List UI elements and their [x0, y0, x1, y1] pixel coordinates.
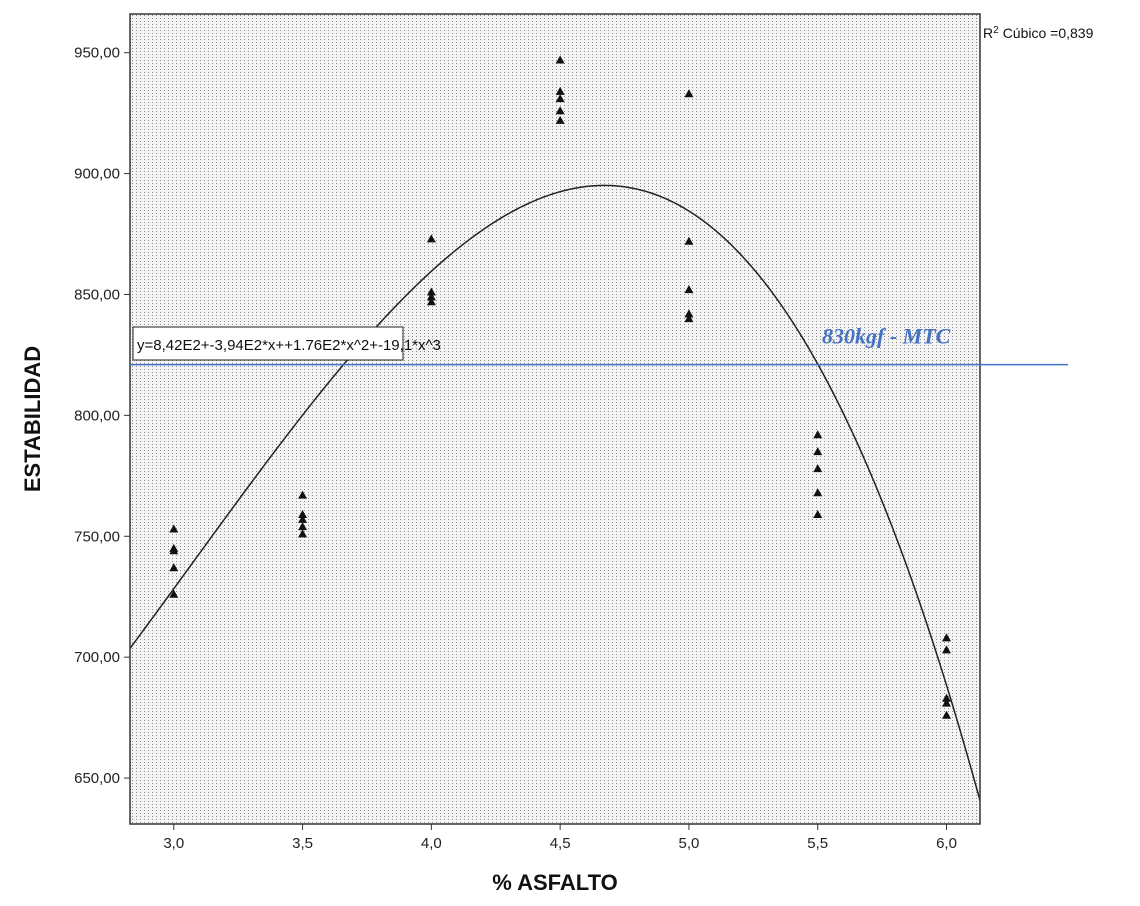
- x-axis-title: % ASFALTO: [492, 870, 618, 895]
- data-point: [813, 447, 823, 456]
- data-point: [684, 285, 694, 294]
- reference-line-label: 830kgf - MTC: [822, 324, 951, 349]
- equation-label: y=8,42E2+-3,94E2*x++1.76E2*x^2+-19,1*x^3: [137, 337, 441, 354]
- data-point: [942, 633, 952, 642]
- data-point: [684, 309, 694, 318]
- x-tick-label: 4,5: [550, 835, 571, 852]
- y-tick-label: 800,00: [74, 407, 120, 424]
- data-point: [555, 86, 565, 95]
- data-point: [169, 546, 179, 555]
- data-point: [813, 510, 823, 519]
- x-tick-label: 6,0: [936, 835, 957, 852]
- data-point: [555, 106, 565, 115]
- x-tick-label: 5,0: [679, 835, 700, 852]
- data-point: [813, 488, 823, 497]
- data-point: [942, 693, 952, 702]
- data-point: [169, 524, 179, 533]
- data-point: [555, 94, 565, 103]
- y-tick-label: 700,00: [74, 649, 120, 666]
- y-tick-label: 750,00: [74, 528, 120, 545]
- data-point: [298, 490, 308, 499]
- data-point: [684, 314, 694, 323]
- y-tick-label: 900,00: [74, 166, 120, 183]
- y-tick-label: 950,00: [74, 45, 120, 62]
- y-axis-title: ESTABILIDAD: [20, 346, 45, 492]
- data-point: [684, 89, 694, 98]
- data-point: [684, 236, 694, 245]
- data-point: [298, 522, 308, 531]
- equation-box: y=8,42E2+-3,94E2*x++1.76E2*x^2+-19,1*x^3: [132, 326, 441, 361]
- data-point: [942, 645, 952, 654]
- x-tick-label: 3,5: [292, 835, 313, 852]
- y-tick-label: 650,00: [74, 770, 120, 787]
- data-point: [426, 292, 436, 301]
- data-point: [813, 464, 823, 473]
- data-point: [169, 589, 179, 598]
- data-point: [298, 514, 308, 523]
- plot-frame: [129, 13, 981, 825]
- axis-ticks: 3,0 3,5 4,0 4,5 5,0 5,5 6,0 650,00 700,00 750,00 8…: [74, 45, 957, 852]
- data-point: [555, 55, 565, 64]
- x-tick-label: 4,0: [421, 835, 442, 852]
- data-point: [813, 430, 823, 439]
- data-point: [298, 510, 308, 519]
- fit-curve: [129, 184, 981, 801]
- data-point: [942, 698, 952, 707]
- equation-box-frame: [132, 326, 404, 361]
- x-tick-label: 5,5: [807, 835, 828, 852]
- data-point: [426, 234, 436, 243]
- data-point: [555, 115, 565, 124]
- r2-annotation: R2 Cúbico =0,839: [983, 25, 1094, 42]
- data-point: [426, 297, 436, 306]
- data-point: [169, 563, 179, 572]
- data-point: [426, 287, 436, 296]
- plot-area-pattern: [130, 14, 980, 824]
- data-points: [169, 55, 952, 719]
- data-point: [942, 710, 952, 719]
- data-point: [298, 529, 308, 538]
- y-tick-label: 850,00: [74, 286, 120, 303]
- fit-curve-path: [129, 184, 981, 801]
- x-tick-label: 3,0: [163, 835, 184, 852]
